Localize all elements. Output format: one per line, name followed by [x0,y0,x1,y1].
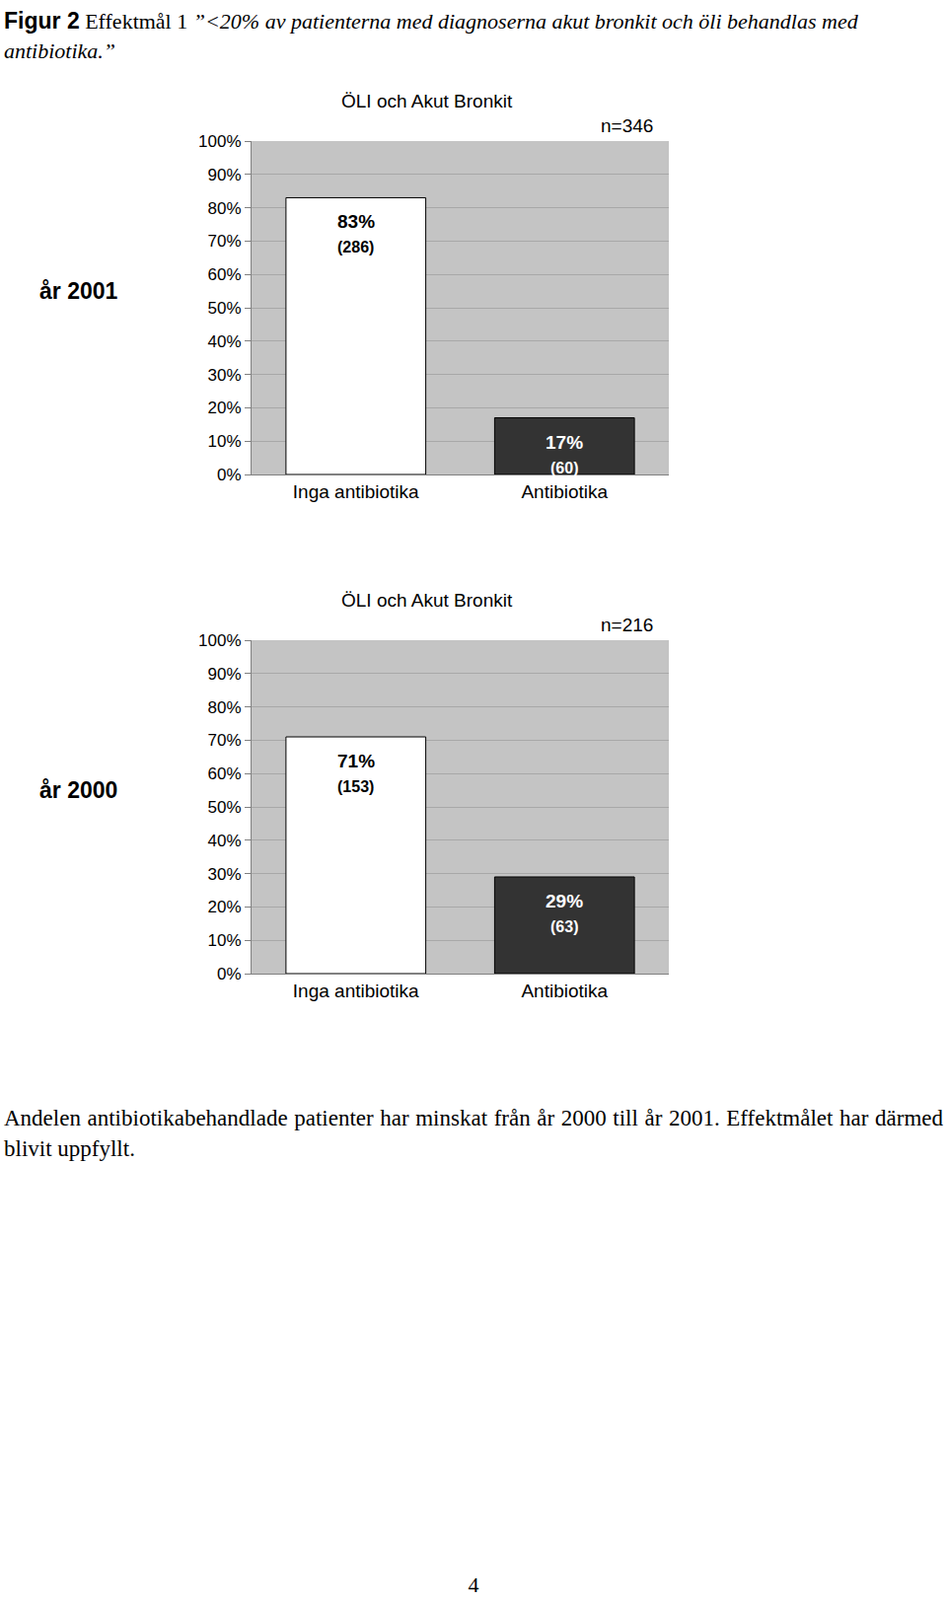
svg-text:(60): (60) [550,459,579,477]
svg-text:Antibiotika: Antibiotika [520,980,608,1002]
svg-text:30%: 30% [208,365,242,385]
svg-text:10%: 10% [208,432,242,451]
svg-text:17%: 17% [545,432,583,453]
svg-text:(153): (153) [337,778,374,796]
svg-text:10%: 10% [208,931,242,950]
svg-text:0%: 0% [217,465,242,485]
svg-text:20%: 20% [208,897,242,917]
svg-text:50%: 50% [208,798,242,817]
svg-text:n=346: n=346 [600,115,654,137]
svg-text:71%: 71% [337,750,375,772]
svg-text:år 2001: år 2001 [39,278,119,304]
html-text:Andelen antibiotikabehandlade: Andelen antibiotikabehandlade patienter … [3,1105,944,1162]
svg-text:80%: 80% [208,698,242,718]
svg-text:100%: 100% [198,631,241,651]
svg-text:0%: 0% [217,964,242,984]
svg-text:90%: 90% [208,664,242,684]
svg-text:90%: 90% [208,165,242,185]
svg-text:29%: 29% [545,890,583,912]
html-text:4: 4 [468,1572,479,1598]
svg-text:Antibiotika: Antibiotika [520,481,608,503]
svg-text:40%: 40% [208,332,242,352]
svg-text:Inga antibiotika: Inga antibiotika [292,481,420,503]
svg-text:n=216: n=216 [600,614,654,636]
svg-text:år 2000: år 2000 [39,777,118,803]
svg-text:100%: 100% [198,132,241,151]
svg-text:40%: 40% [208,831,242,851]
svg-text:60%: 60% [208,764,242,784]
svg-text:70%: 70% [208,730,242,750]
svg-text:50%: 50% [208,298,242,318]
svg-text:(63): (63) [550,918,579,936]
svg-text:ÖLI och Akut Bronkit: ÖLI och Akut Bronkit [341,90,513,112]
svg-text:ÖLI och Akut Bronkit: ÖLI och Akut Bronkit [341,589,513,611]
svg-text:83%: 83% [337,211,375,232]
svg-text:80%: 80% [208,199,242,219]
svg-text:20%: 20% [208,398,242,418]
svg-text:30%: 30% [208,865,242,884]
svg-text:60%: 60% [208,265,242,285]
svg-text:70%: 70% [208,231,242,251]
svg-text:Inga antibiotika: Inga antibiotika [292,980,420,1002]
svg-text:(286): (286) [337,238,374,256]
html-text:Figur 2 Effektmål 1 ”<20% av p: Figur 2 Effektmål 1 ”<20% av patienterna… [3,7,858,64]
